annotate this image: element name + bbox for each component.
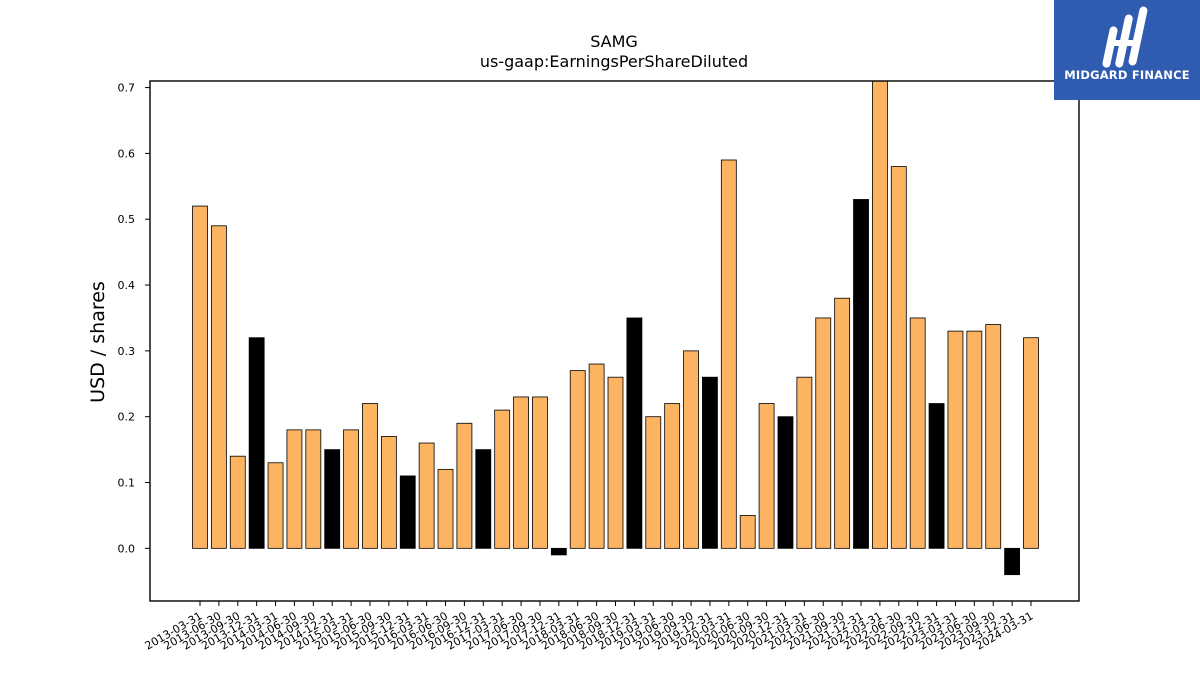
bar-2016-09-30	[456, 422, 473, 549]
y-tick-label: 0.0	[118, 542, 136, 555]
bar-2019-12-31	[702, 376, 718, 549]
bar-2018-12-31	[626, 317, 643, 549]
bar-2015-12-31	[399, 475, 416, 549]
bar-2017-12-31	[550, 547, 567, 556]
y-tick-label: 0.7	[118, 82, 136, 95]
bar-2021-06-30	[815, 317, 832, 549]
bar-2022-09-30	[909, 317, 926, 549]
bar-2020-12-31	[777, 416, 794, 549]
y-tick-label: 0.5	[118, 213, 136, 226]
bar-2023-12-31	[1004, 547, 1021, 576]
bar-2013-06-30	[210, 225, 227, 549]
chart-title: SAMG	[590, 32, 638, 51]
y-axis-label: USD / shares	[87, 281, 109, 403]
bar-2015-06-30	[362, 403, 378, 549]
bar-2020-03-31	[720, 159, 737, 549]
bar-2020-06-30	[739, 515, 756, 549]
bar-2019-03-31	[645, 416, 662, 549]
bar-2017-06-30	[513, 396, 529, 549]
bar-2022-06-30	[890, 166, 907, 549]
brand-logo: MIDGARD FINANCE	[1054, 0, 1200, 100]
y-tick-label: 0.6	[118, 147, 136, 160]
bar-2014-09-30	[305, 429, 322, 549]
bar-2019-06-30	[664, 403, 681, 549]
bar-2017-09-30	[532, 396, 548, 549]
bar-2021-12-31	[853, 199, 869, 549]
bar-2016-06-30	[437, 468, 454, 549]
bar-2023-06-30	[966, 330, 983, 549]
bars-group	[192, 80, 1039, 576]
bar-2015-03-31	[343, 429, 359, 549]
plot-frame	[149, 80, 1080, 602]
bar-2018-06-30	[588, 363, 605, 549]
bar-2023-03-31	[947, 330, 964, 549]
bar-2023-09-30	[985, 324, 1002, 549]
brand-name: MIDGARD FINANCE	[1064, 68, 1190, 82]
bar-2013-03-31	[192, 205, 208, 549]
y-tick-label: 0.3	[118, 345, 136, 358]
bar-2022-12-31	[928, 403, 945, 549]
bar-2015-09-30	[380, 436, 397, 549]
y-tick-label: 0.1	[118, 477, 136, 490]
chart-subtitle: us-gaap:EarningsPerShareDiluted	[480, 52, 748, 71]
bar-2013-12-31	[248, 337, 265, 549]
bar-2013-09-30	[229, 455, 246, 549]
x-axis-ticks: 2013-03-312013-06-302013-09-302013-12-31…	[143, 601, 1036, 653]
bar-2014-12-31	[324, 449, 341, 549]
bar-2021-03-31	[796, 376, 813, 549]
y-axis-ticks: 0.0 0.1 0.2 0.3 0.4 0.5 0.6 0.7	[118, 82, 150, 555]
bar-2016-03-31	[418, 442, 435, 549]
bar-2019-09-30	[683, 350, 699, 549]
bar-2017-03-31	[494, 409, 511, 549]
bar-2021-09-30	[834, 297, 851, 549]
bar-2018-09-30	[607, 376, 624, 549]
bar-2022-03-31	[872, 80, 888, 549]
bar-2024-03-31	[1023, 337, 1039, 549]
y-tick-label: 0.4	[118, 279, 136, 292]
midgard-logo-icon	[1102, 6, 1148, 68]
bar-2014-06-30	[286, 429, 303, 549]
bar-2014-03-31	[267, 462, 284, 549]
bar-2020-09-30	[758, 403, 775, 549]
bar-2016-12-31	[475, 449, 492, 549]
bar-2018-03-31	[569, 370, 586, 549]
y-tick-label: 0.2	[118, 411, 136, 424]
